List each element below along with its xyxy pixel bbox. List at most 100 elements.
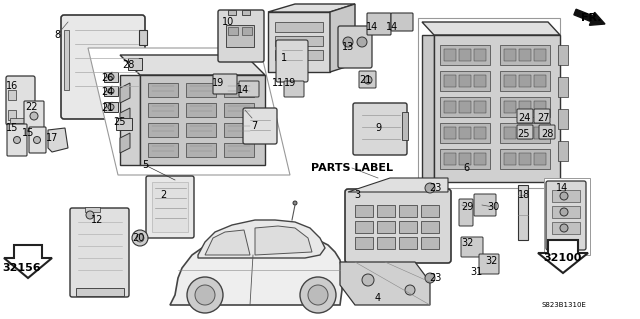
Circle shape: [108, 74, 114, 80]
Bar: [504, 127, 516, 139]
Polygon shape: [140, 75, 265, 165]
Text: 9: 9: [375, 123, 381, 133]
FancyBboxPatch shape: [239, 81, 259, 97]
Circle shape: [425, 183, 435, 193]
Text: 8: 8: [54, 30, 60, 40]
Bar: [474, 49, 486, 61]
Bar: [444, 101, 456, 113]
Bar: [421, 221, 439, 233]
Bar: [552, 222, 580, 234]
Bar: [139, 50, 147, 65]
Bar: [504, 153, 516, 165]
Bar: [444, 127, 456, 139]
Bar: [10, 118, 30, 123]
Circle shape: [300, 277, 336, 313]
Bar: [421, 237, 439, 249]
Bar: [226, 25, 254, 47]
FancyBboxPatch shape: [391, 13, 413, 31]
Bar: [355, 237, 373, 249]
Bar: [474, 153, 486, 165]
Text: 30: 30: [487, 202, 499, 212]
Text: 5: 5: [142, 160, 148, 170]
Bar: [519, 49, 531, 61]
FancyBboxPatch shape: [461, 237, 483, 257]
Bar: [64, 30, 69, 90]
Bar: [500, 71, 550, 91]
Bar: [275, 36, 323, 46]
Text: 25: 25: [114, 117, 126, 127]
Text: 32156: 32156: [3, 263, 42, 273]
FancyBboxPatch shape: [213, 74, 237, 94]
Polygon shape: [48, 128, 68, 152]
Bar: [152, 182, 188, 232]
Text: 19: 19: [284, 78, 296, 88]
Polygon shape: [422, 35, 434, 182]
FancyBboxPatch shape: [29, 127, 46, 153]
Text: 14: 14: [237, 85, 249, 95]
Bar: [275, 22, 323, 32]
Bar: [459, 101, 471, 113]
Bar: [377, 205, 395, 217]
Circle shape: [308, 285, 328, 305]
Bar: [500, 45, 550, 65]
Text: 26: 26: [101, 73, 113, 83]
Bar: [519, 101, 531, 113]
FancyBboxPatch shape: [474, 194, 496, 216]
Text: PARTS LABEL: PARTS LABEL: [311, 163, 393, 173]
Text: 17: 17: [46, 133, 58, 143]
Polygon shape: [104, 102, 118, 112]
Text: 27: 27: [538, 113, 550, 123]
Text: S823B1310E: S823B1310E: [541, 302, 586, 308]
Polygon shape: [120, 133, 130, 153]
FancyBboxPatch shape: [539, 125, 555, 139]
FancyBboxPatch shape: [517, 125, 533, 139]
Polygon shape: [268, 4, 355, 12]
Text: FR.: FR.: [580, 13, 601, 23]
Bar: [440, 71, 490, 91]
Bar: [534, 101, 546, 113]
Circle shape: [108, 88, 114, 94]
FancyBboxPatch shape: [6, 76, 35, 125]
Bar: [224, 123, 254, 137]
Text: 21: 21: [101, 103, 113, 113]
Polygon shape: [348, 178, 448, 192]
Bar: [186, 123, 216, 137]
Bar: [242, 10, 250, 15]
Bar: [500, 97, 550, 117]
Polygon shape: [340, 262, 430, 305]
Text: 7: 7: [251, 121, 257, 131]
Bar: [444, 153, 456, 165]
Circle shape: [405, 285, 415, 295]
Bar: [534, 49, 546, 61]
Text: 31: 31: [470, 267, 482, 277]
Bar: [402, 112, 408, 140]
Bar: [186, 103, 216, 117]
Bar: [474, 101, 486, 113]
Polygon shape: [104, 72, 118, 82]
Circle shape: [560, 208, 568, 216]
FancyBboxPatch shape: [367, 13, 391, 35]
Bar: [459, 127, 471, 139]
Polygon shape: [538, 240, 588, 273]
Text: 24: 24: [101, 87, 113, 97]
Circle shape: [136, 234, 144, 242]
Bar: [355, 205, 373, 217]
Circle shape: [187, 277, 223, 313]
Circle shape: [108, 104, 114, 110]
FancyBboxPatch shape: [345, 189, 451, 263]
Circle shape: [33, 137, 40, 144]
Bar: [440, 45, 490, 65]
Circle shape: [293, 201, 297, 205]
Text: 2: 2: [160, 190, 166, 200]
Bar: [8, 110, 16, 120]
FancyBboxPatch shape: [546, 181, 586, 250]
Bar: [534, 127, 546, 139]
Polygon shape: [120, 75, 140, 165]
Polygon shape: [104, 86, 118, 96]
Bar: [228, 10, 236, 15]
Polygon shape: [205, 230, 250, 255]
Circle shape: [362, 274, 374, 286]
Polygon shape: [544, 178, 590, 255]
Circle shape: [560, 224, 568, 232]
Text: 32: 32: [461, 238, 473, 248]
